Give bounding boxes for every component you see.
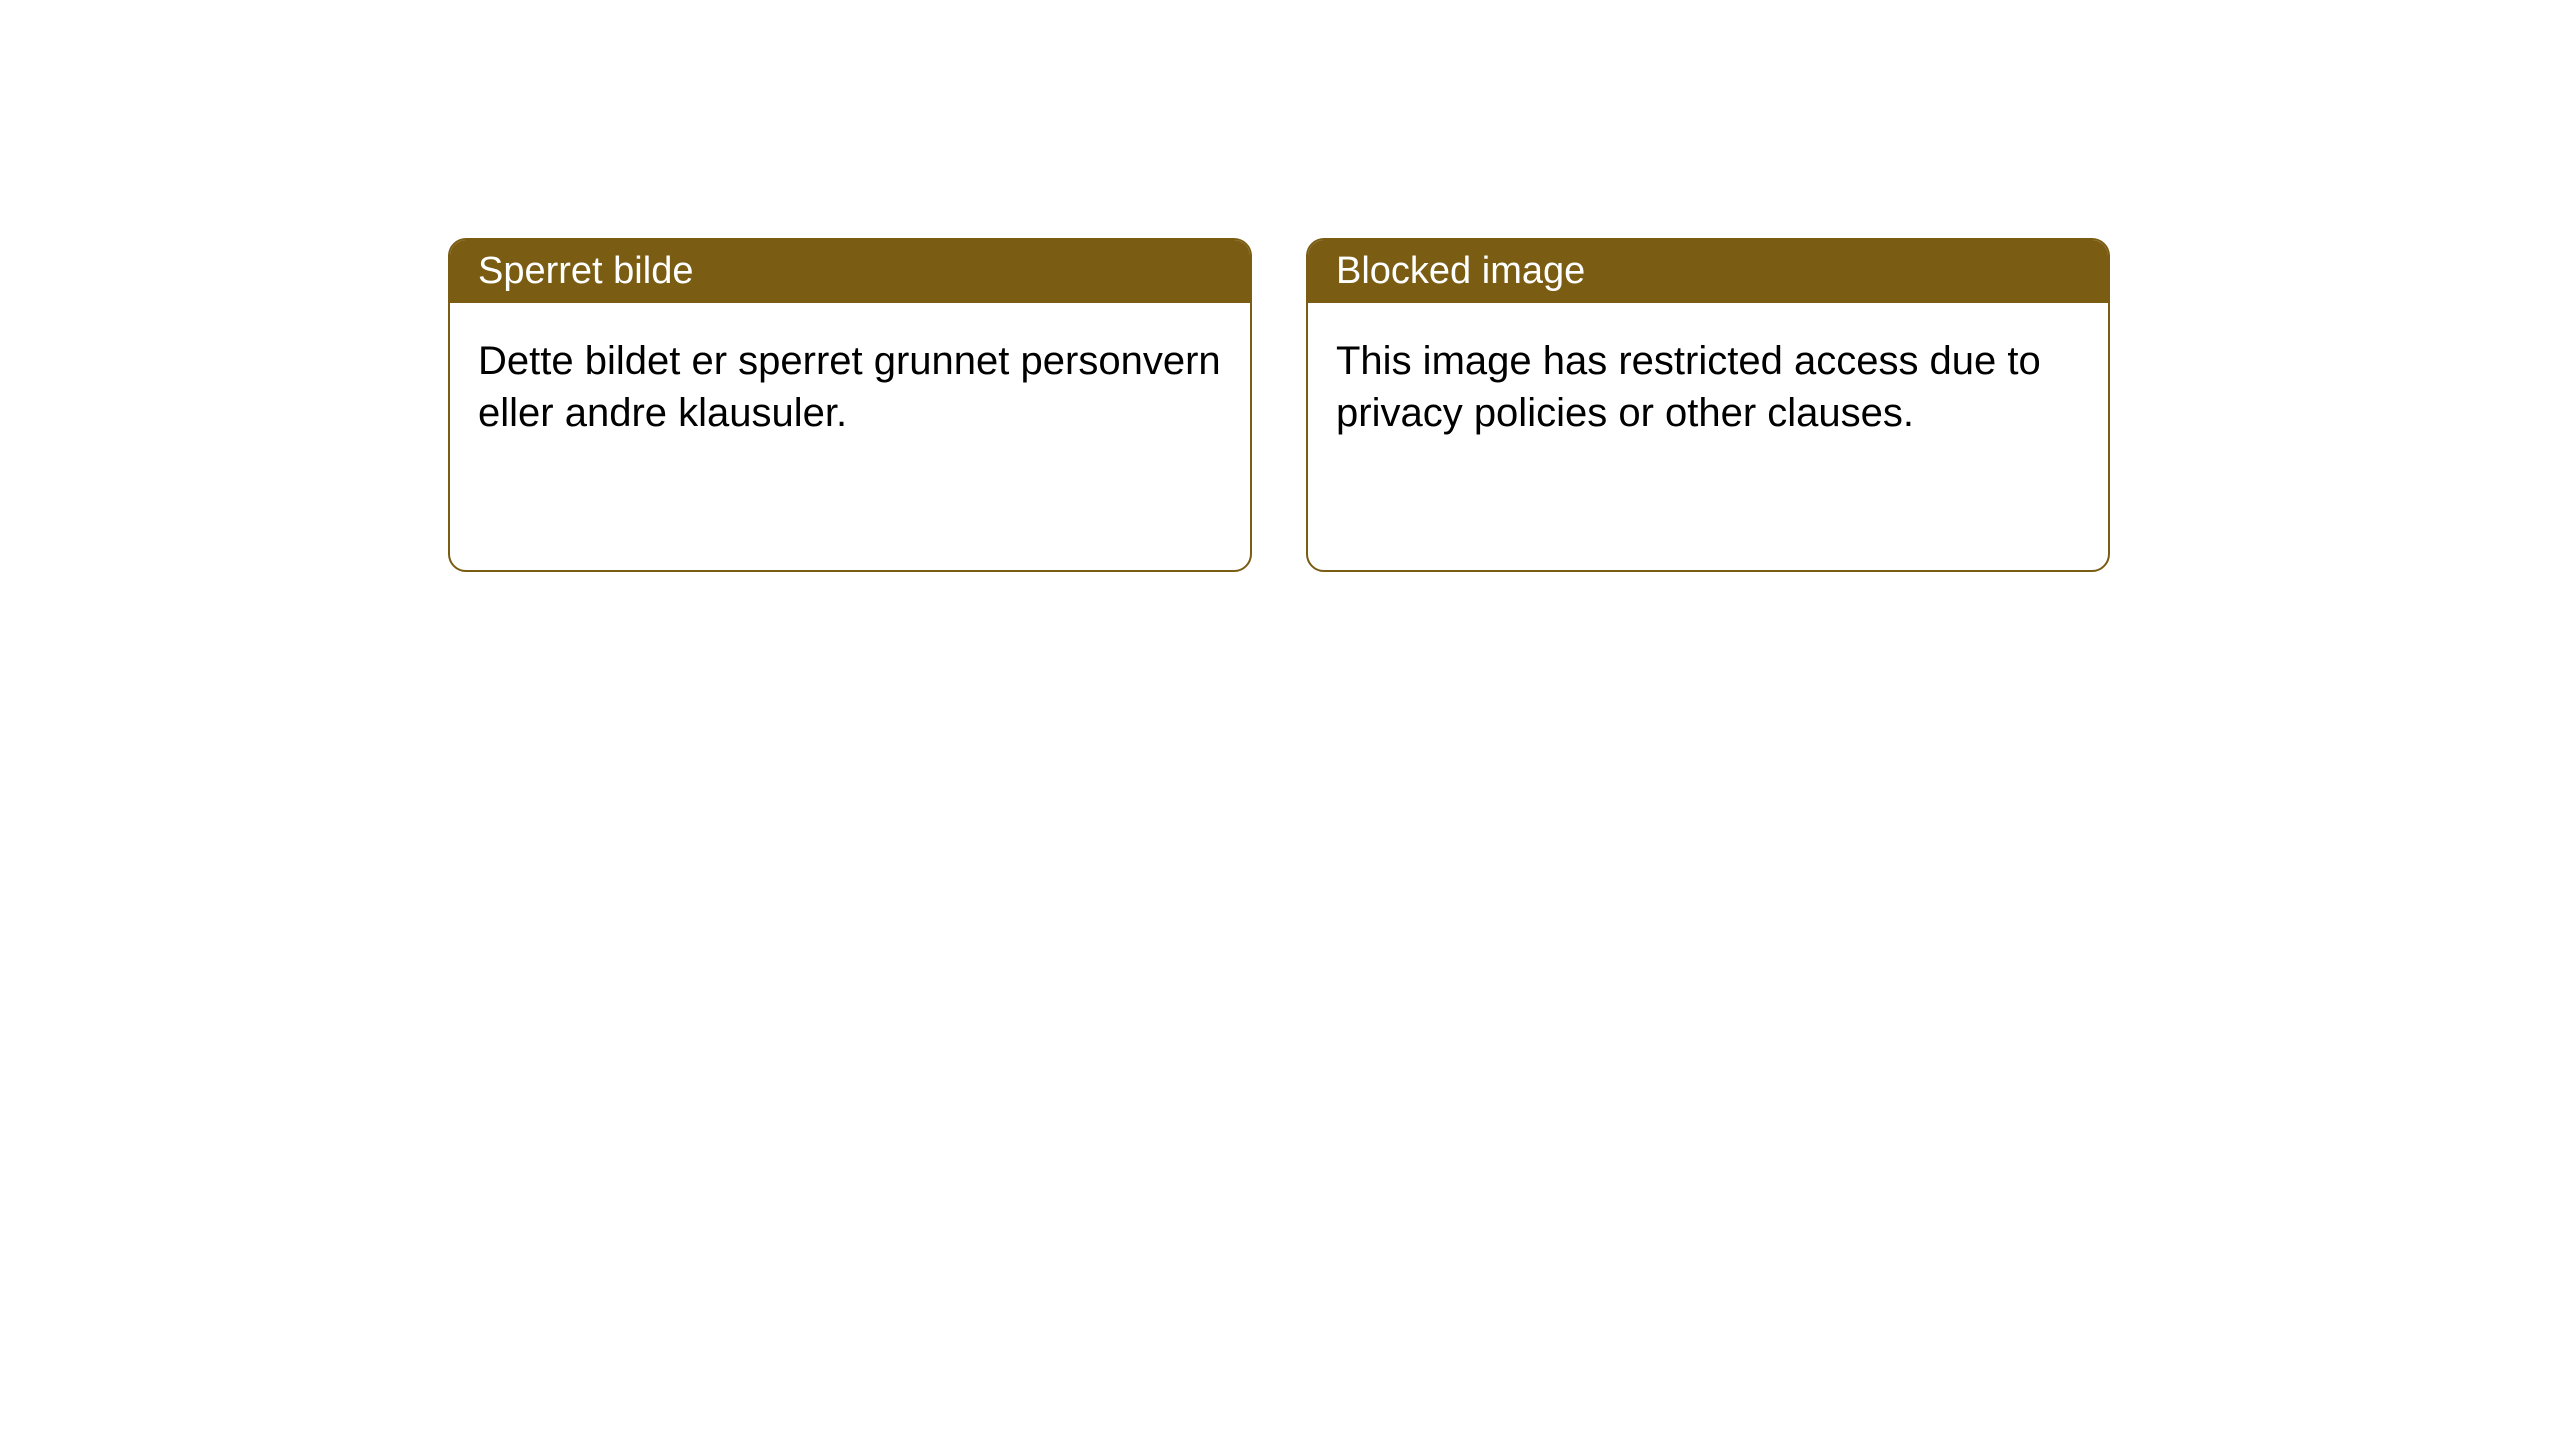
notice-title-english: Blocked image <box>1336 250 1585 292</box>
notice-card-english: Blocked image This image has restricted … <box>1306 238 2110 572</box>
notice-text-norwegian: Dette bildet er sperret grunnet personve… <box>478 339 1221 435</box>
notice-body-english: This image has restricted access due to … <box>1308 303 2108 471</box>
notice-text-english: This image has restricted access due to … <box>1336 339 2041 435</box>
notice-header-english: Blocked image <box>1308 240 2108 303</box>
notice-title-norwegian: Sperret bilde <box>478 250 693 292</box>
notice-header-norwegian: Sperret bilde <box>450 240 1250 303</box>
notice-card-norwegian: Sperret bilde Dette bildet er sperret gr… <box>448 238 1252 572</box>
notice-body-norwegian: Dette bildet er sperret grunnet personve… <box>450 303 1250 471</box>
notices-container: Sperret bilde Dette bildet er sperret gr… <box>448 238 2560 572</box>
